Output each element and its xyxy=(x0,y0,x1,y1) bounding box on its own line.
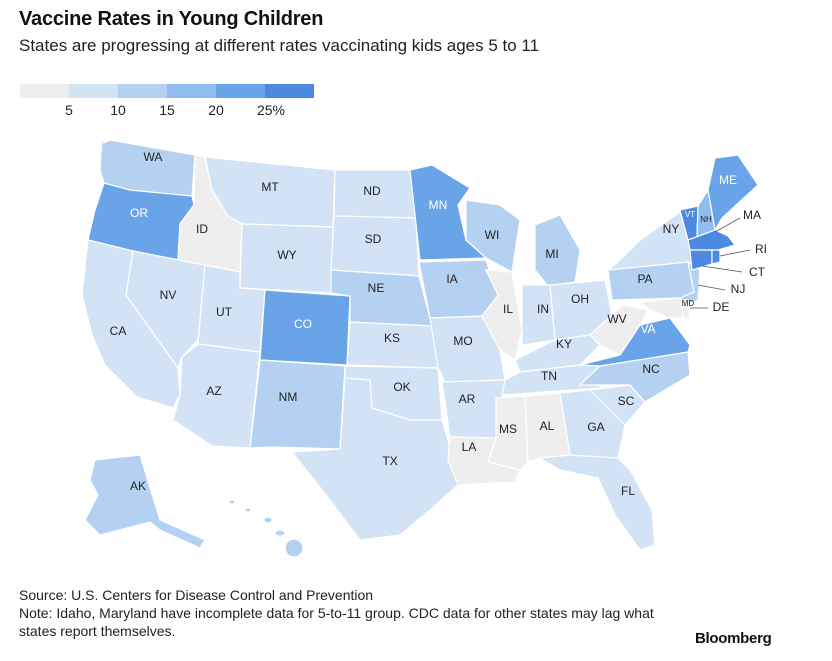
state-label: LA xyxy=(462,440,477,454)
state-MD[interactable] xyxy=(638,297,684,319)
hawaii-island[interactable] xyxy=(228,499,236,505)
state-FL[interactable] xyxy=(538,454,656,551)
legend-swatch-3 xyxy=(167,84,216,98)
state-label: SD xyxy=(365,232,382,246)
state-label: WI xyxy=(485,228,500,242)
state-label: MD xyxy=(682,299,695,308)
note-line: Note: Idaho, Maryland have incomplete da… xyxy=(19,605,654,639)
state-WV[interactable] xyxy=(589,304,649,356)
state-label: VT xyxy=(685,210,695,219)
state-MI[interactable] xyxy=(534,214,581,287)
state-label: MI xyxy=(545,247,558,261)
state-label: NC xyxy=(642,362,660,376)
state-NM[interactable] xyxy=(249,359,346,450)
state-label: CT xyxy=(749,265,766,279)
color-legend: 5 10 15 20 25% xyxy=(20,84,320,124)
legend-swatch-4 xyxy=(216,84,265,98)
state-label: NY xyxy=(663,222,680,236)
state-label: NE xyxy=(368,281,385,295)
state-label: MT xyxy=(261,180,279,194)
state-label: MO xyxy=(453,334,472,348)
chart-title: Vaccine Rates in Young Children xyxy=(19,8,324,30)
state-MN[interactable] xyxy=(409,164,488,261)
legend-tick: 20 xyxy=(208,102,224,118)
us-states-map: WA OR CA NV ID MT WY UT AZ CO NM ND SD N… xyxy=(81,137,767,558)
state-label: KS xyxy=(384,331,400,345)
state-label: IL xyxy=(503,302,513,316)
legend-swatch-1 xyxy=(69,84,118,98)
state-label: CO xyxy=(294,317,312,331)
state-label: WY xyxy=(277,248,296,262)
state-label: MN xyxy=(429,198,448,212)
state-label: WV xyxy=(607,312,626,326)
state-label: CA xyxy=(110,324,127,338)
state-label: DE xyxy=(713,300,730,314)
state-label: SC xyxy=(618,394,635,408)
hawaii-island[interactable] xyxy=(284,538,304,558)
state-label: AZ xyxy=(206,384,221,398)
state-label: KY xyxy=(556,337,572,351)
state-TX[interactable] xyxy=(290,377,459,541)
state-label: OK xyxy=(393,380,410,394)
state-label: UT xyxy=(216,305,233,319)
state-label: TX xyxy=(382,454,397,468)
callout-line xyxy=(719,249,751,257)
callout-line xyxy=(714,217,741,233)
state-label: AK xyxy=(130,479,146,493)
legend-color-bar xyxy=(20,84,314,98)
state-label: OR xyxy=(130,206,148,220)
hawaii-island[interactable] xyxy=(274,529,286,537)
state-NY[interactable] xyxy=(606,211,693,271)
legend-swatch-2 xyxy=(118,84,167,98)
state-IL[interactable] xyxy=(481,269,523,361)
state-label: IA xyxy=(446,272,457,286)
hawaii-island[interactable] xyxy=(244,507,252,513)
state-label: NV xyxy=(160,288,177,302)
state-label: FL xyxy=(621,484,635,498)
legend-swatch-0 xyxy=(20,84,69,98)
state-label: NM xyxy=(279,390,298,404)
state-label: OH xyxy=(571,292,589,306)
state-label: ID xyxy=(196,222,208,236)
state-label: NJ xyxy=(731,282,746,296)
state-label: RI xyxy=(755,242,767,256)
state-label: AL xyxy=(540,419,555,433)
state-label: PA xyxy=(637,272,652,286)
source-line: Source: U.S. Centers for Disease Control… xyxy=(19,587,374,603)
callout-line xyxy=(701,265,743,273)
state-AZ[interactable] xyxy=(172,343,261,449)
legend-tick: 5 xyxy=(65,102,73,118)
state-RI[interactable] xyxy=(711,249,721,265)
state-label: GA xyxy=(587,420,604,434)
state-label: VA xyxy=(640,322,655,336)
state-label: ME xyxy=(719,173,737,187)
state-label: IN xyxy=(537,302,549,316)
chart-subtitle: States are progressing at different rate… xyxy=(19,36,540,55)
state-IA[interactable] xyxy=(418,259,499,319)
legend-tick: 25% xyxy=(256,102,286,118)
hawaii-island[interactable] xyxy=(263,516,273,524)
state-label: AR xyxy=(459,392,476,406)
state-label: MS xyxy=(499,422,517,436)
state-label: ND xyxy=(363,184,381,198)
state-label: MA xyxy=(743,208,761,222)
legend-ticks: 5 10 15 20 25% xyxy=(20,98,320,118)
state-AK[interactable] xyxy=(84,454,206,549)
legend-tick: 10 xyxy=(110,102,126,118)
state-label: NH xyxy=(700,215,712,224)
state-label: WA xyxy=(144,150,163,164)
callout-line xyxy=(697,284,726,291)
state-label: TN xyxy=(541,369,557,383)
legend-swatch-5 xyxy=(265,84,314,98)
bloomberg-logo: Bloomberg xyxy=(695,630,772,647)
footer-notes: Source: U.S. Centers for Disease Control… xyxy=(19,586,659,640)
legend-tick: 15 xyxy=(159,102,175,118)
